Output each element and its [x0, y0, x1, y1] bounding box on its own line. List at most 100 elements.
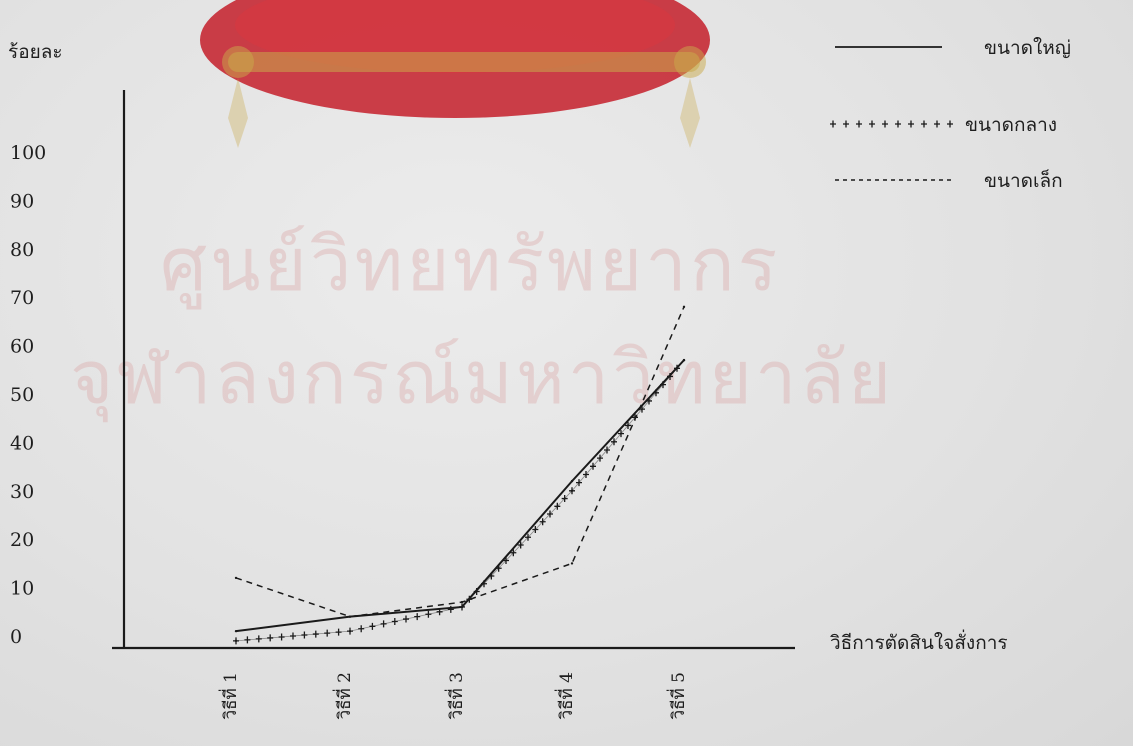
plus-marker — [425, 610, 432, 618]
plus-marker — [646, 397, 652, 405]
legend-swatch — [947, 120, 953, 128]
x-tick-label: วิธีที่ 2 — [332, 672, 355, 720]
x-tick-label: วิธีที่ 1 — [218, 672, 241, 720]
plus-marker — [590, 462, 596, 470]
plus-marker — [380, 620, 387, 628]
y-tick-label: 90 — [10, 190, 34, 212]
y-tick-label: 20 — [10, 529, 34, 551]
y-tick-label: 30 — [10, 481, 34, 503]
plus-marker — [611, 438, 617, 446]
plus-marker — [503, 556, 509, 564]
legend-swatch — [921, 120, 927, 128]
y-tick-label: 100 — [10, 142, 46, 164]
y-tick-label: 0 — [10, 626, 22, 648]
x-tick-label: วิธีที่ 3 — [444, 672, 467, 720]
plus-marker — [547, 510, 553, 518]
plus-marker — [561, 495, 568, 503]
data-point — [682, 305, 686, 309]
y-tick-label: 80 — [10, 239, 34, 261]
legend-swatch — [908, 120, 914, 128]
plus-marker — [660, 381, 666, 389]
data-point — [570, 479, 574, 483]
legend-swatch — [843, 120, 849, 128]
legend-swatch — [882, 120, 888, 128]
legend-item: ขนาดใหญ่ — [835, 37, 1071, 59]
plus-marker — [539, 518, 546, 526]
legend-swatch — [830, 120, 836, 128]
data-point — [234, 629, 238, 633]
legend-swatch — [895, 120, 901, 128]
plus-marker — [358, 625, 365, 633]
legend-swatch — [856, 120, 862, 128]
plus-marker — [667, 372, 673, 380]
series-3 — [234, 305, 686, 618]
plus-marker — [525, 533, 531, 541]
series-line — [235, 359, 685, 642]
plus-marker — [517, 541, 524, 549]
plus-marker — [604, 446, 610, 454]
plus-marker — [674, 364, 680, 372]
plus-marker — [369, 622, 376, 630]
series-2 — [233, 358, 686, 645]
plus-marker — [335, 628, 342, 636]
x-ticks: วิธีที่ 1 วิธีที่ 2 วิธีที่ 3 วิธีที่ 4 วิธี… — [218, 672, 689, 720]
plus-marker — [436, 608, 443, 616]
data-point — [460, 605, 464, 609]
y-tick-label: 70 — [10, 287, 34, 309]
legend-item: ขนาดเล็ก — [835, 168, 1063, 192]
plus-marker — [488, 572, 495, 580]
plus-marker — [301, 631, 308, 639]
plus-marker — [312, 630, 319, 638]
plus-marker — [495, 564, 502, 572]
plus-marker — [583, 470, 589, 478]
plus-marker — [597, 454, 603, 462]
data-point — [682, 358, 686, 362]
legend-swatch — [934, 120, 940, 128]
x-axis-label: วิธีการตัดสินใจสั่งการ — [830, 629, 1008, 654]
plus-marker — [481, 580, 487, 588]
series-layer — [233, 305, 686, 645]
data-point — [570, 562, 574, 565]
legend-swatch — [869, 120, 875, 128]
plus-marker — [554, 502, 561, 510]
plus-marker — [324, 629, 331, 637]
plus-marker — [414, 613, 421, 621]
plus-marker — [510, 549, 517, 557]
y-ticks: 0 10 20 30 40 50 60 70 80 90 100 — [10, 142, 46, 648]
data-point — [234, 639, 238, 643]
legend-label: ขนาดกลาง — [965, 114, 1057, 136]
legend-item: ขนาดกลาง — [830, 114, 1057, 136]
data-point — [348, 615, 352, 618]
plus-marker — [618, 430, 624, 438]
y-tick-label: 10 — [10, 578, 34, 600]
y-tick-label: 50 — [10, 384, 34, 406]
plus-marker — [244, 636, 251, 644]
legend-label: ขนาดใหญ่ — [984, 37, 1071, 59]
data-point — [570, 489, 574, 492]
y-tick-label: 60 — [10, 336, 34, 358]
plus-marker — [532, 526, 539, 534]
data-point — [348, 629, 352, 633]
plus-marker — [625, 421, 631, 429]
data-point — [234, 576, 238, 580]
series-line — [235, 359, 685, 633]
x-tick-label: วิธีที่ 5 — [666, 672, 689, 720]
plus-marker — [403, 615, 409, 623]
plus-marker — [278, 633, 285, 641]
data-point — [460, 600, 464, 604]
series-line — [235, 306, 685, 618]
plus-marker — [473, 587, 480, 595]
y-tick-label: 40 — [10, 432, 34, 454]
legend-label: ขนาดเล็ก — [984, 168, 1063, 192]
plus-marker — [576, 479, 582, 487]
x-tick-label: วิธีที่ 4 — [554, 672, 577, 720]
plus-marker — [447, 605, 454, 613]
plus-marker — [391, 617, 398, 625]
plus-marker — [290, 632, 296, 640]
plus-marker — [653, 389, 659, 397]
plus-marker — [267, 634, 274, 642]
